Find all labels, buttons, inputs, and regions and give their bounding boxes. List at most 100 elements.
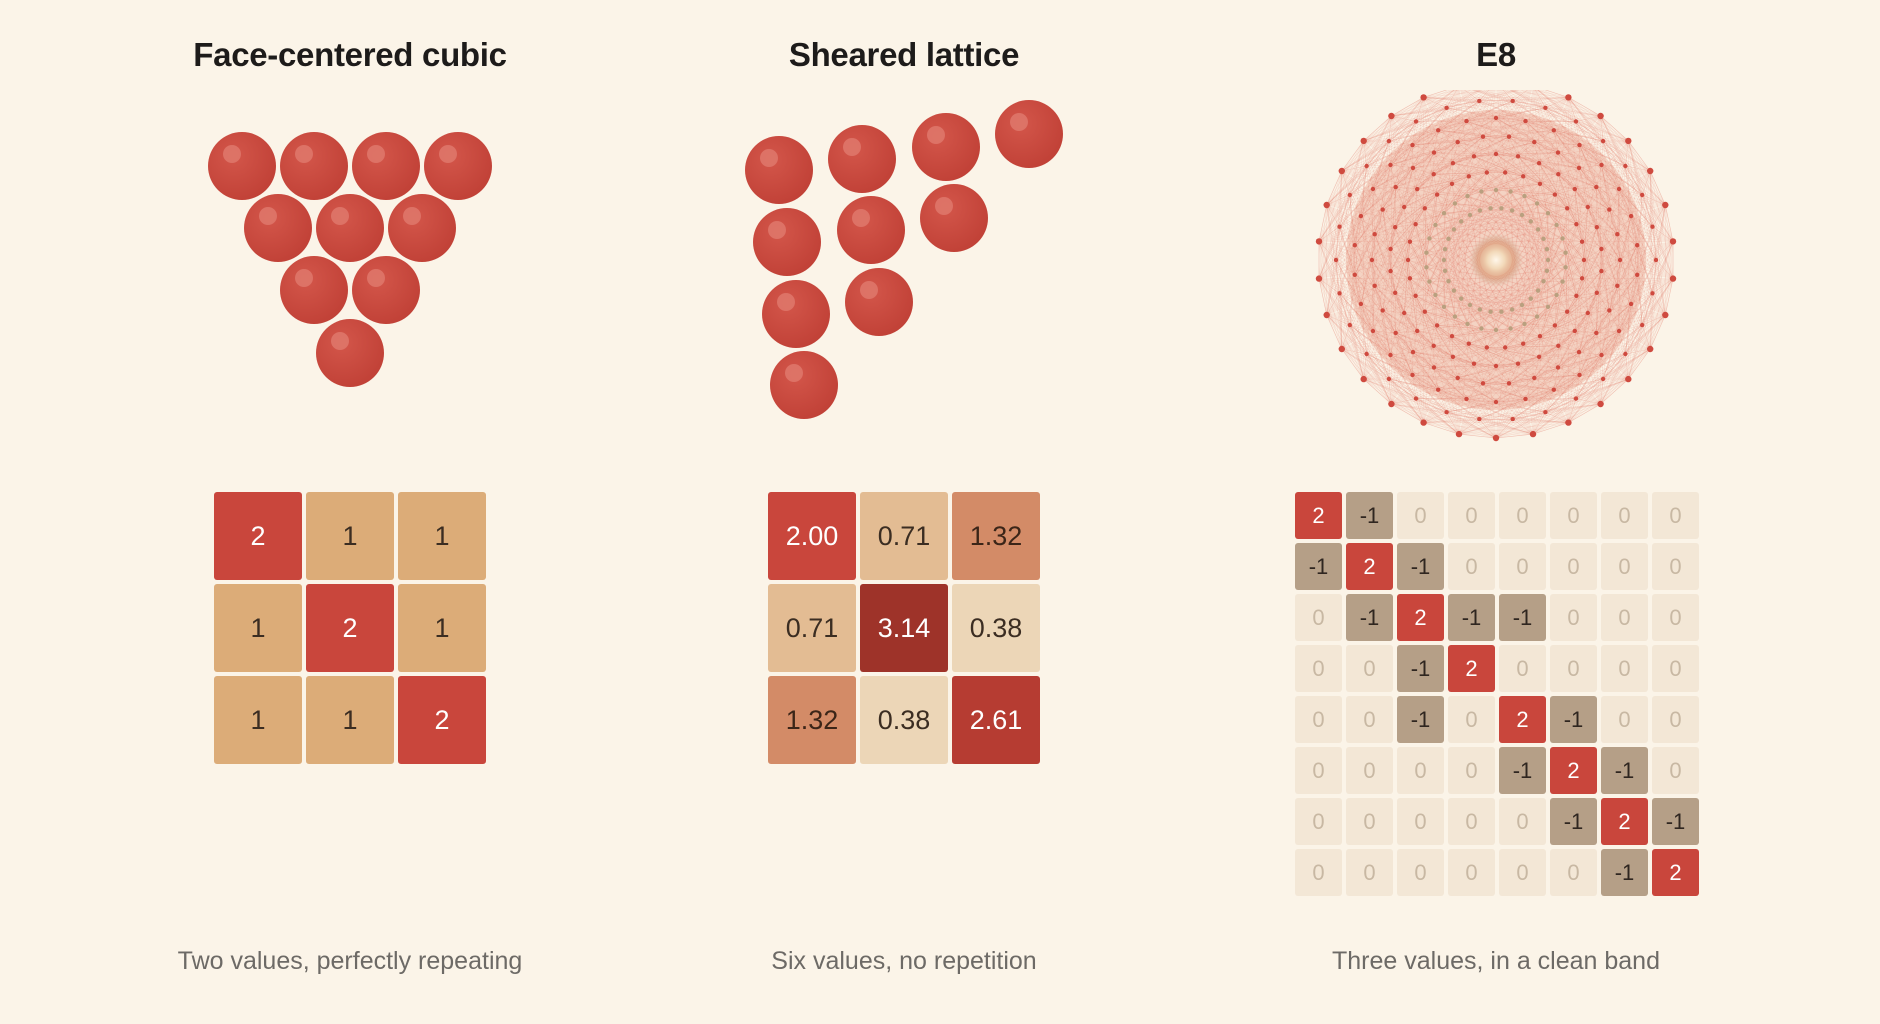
e8-vertex	[1493, 399, 1499, 405]
matrix-cell: 0	[1346, 798, 1393, 845]
e8-vertex	[1599, 352, 1604, 358]
matrix-cell: 0	[1499, 849, 1546, 896]
e8-vertex	[1388, 162, 1393, 168]
matrix-cell: 0.38	[952, 584, 1040, 672]
e8-vertex	[1532, 375, 1537, 381]
matrix-cell: 0	[1601, 696, 1648, 743]
e8-vertex	[1455, 139, 1460, 145]
panel-caption: Two values, perfectly repeating	[177, 947, 523, 975]
e8-vertex	[1640, 192, 1645, 198]
e8-vertex	[1577, 372, 1582, 378]
sphere	[828, 125, 896, 193]
matrix-cell: 0	[1652, 696, 1699, 743]
e8-vertex	[1669, 275, 1677, 282]
e8-vertex	[1510, 416, 1515, 422]
e8-vertex	[1360, 375, 1367, 383]
matrix-cell: 0	[1346, 849, 1393, 896]
e8-vertex	[1576, 349, 1582, 355]
e8-vertex	[1323, 201, 1330, 209]
panel-title: Face-centered cubic	[193, 36, 507, 73]
sphere	[912, 113, 980, 181]
e8-vertex	[1597, 112, 1604, 120]
e8-vertex	[1431, 150, 1437, 155]
matrix-cell: 0	[1397, 798, 1444, 845]
e8-vertex	[1372, 232, 1377, 237]
matrix-cell: -1	[1346, 492, 1393, 539]
e8-vertex	[1393, 330, 1398, 336]
e8-vertex	[1420, 94, 1427, 101]
e8-vertex	[1338, 167, 1345, 175]
e8-vertex	[1455, 375, 1460, 381]
e8-vertex	[1444, 105, 1449, 110]
matrix-cell: -1	[1550, 798, 1597, 845]
matrix-cell: 0	[1652, 543, 1699, 590]
matrix-cell: -1	[1295, 543, 1342, 590]
e8-vertex	[1543, 410, 1548, 415]
matrix-cell: 0	[1346, 696, 1393, 743]
e8-vertex	[1464, 118, 1469, 124]
matrix-cell: -1	[1499, 594, 1546, 641]
matrix-cell: 0	[1550, 594, 1597, 641]
matrix-cell: 2	[1550, 747, 1597, 794]
matrix-cell: 2.00	[768, 492, 856, 580]
e8-vertex	[1555, 150, 1561, 155]
matrix-cell: 1.32	[952, 492, 1040, 580]
e8-vertex	[1323, 311, 1330, 319]
e8-vertex	[1370, 328, 1376, 334]
e8-vertex	[1364, 163, 1369, 169]
e8-vertex	[1625, 375, 1632, 383]
matrix-cell: 0.71	[860, 492, 948, 580]
e8-vertex	[1635, 243, 1640, 248]
sphere	[995, 100, 1063, 168]
matrix-cell: -1	[1601, 849, 1648, 896]
matrix-cell: 1.32	[768, 676, 856, 764]
e8-vertex	[1551, 128, 1556, 133]
matrix-cell: 0	[1295, 696, 1342, 743]
e8-vertex	[1420, 419, 1427, 426]
e8-vertex	[1388, 352, 1393, 358]
matrix-cell: 1	[398, 492, 486, 580]
e8-vertex	[1616, 328, 1622, 334]
e8-vertex	[1600, 376, 1606, 382]
matrix-cell: 2.61	[952, 676, 1040, 764]
matrix-cell: 0	[1448, 696, 1495, 743]
sphere	[280, 132, 348, 200]
matrix-cell: -1	[1550, 696, 1597, 743]
e8-vertex	[1607, 207, 1612, 212]
e8-vertex	[1358, 301, 1364, 307]
matrix-cell: 0	[1397, 492, 1444, 539]
matrix-cell: 0	[1397, 747, 1444, 794]
sphere	[753, 208, 821, 276]
e8-vertex	[1436, 387, 1441, 392]
matrix-cell: 2	[398, 676, 486, 764]
matrix-cell: 0	[1448, 747, 1495, 794]
panel-caption: Three values, in a clean band	[1332, 947, 1660, 975]
matrix-cell: -1	[1448, 594, 1495, 641]
matrix-cell: 0	[1295, 798, 1342, 845]
e8-vertex	[1565, 419, 1572, 426]
matrix-cell: 2	[1499, 696, 1546, 743]
matrix-cell: 0	[1346, 747, 1393, 794]
e8-vertex	[1338, 345, 1345, 353]
e8-vertex	[1532, 139, 1537, 145]
matrix-cell: 2	[1295, 492, 1342, 539]
matrix-cell: 0	[1550, 645, 1597, 692]
e8-vertex	[1506, 134, 1512, 139]
sphere	[388, 194, 456, 262]
e8-vertex	[1543, 105, 1548, 110]
matrix-cell: 0	[1448, 492, 1495, 539]
matrix-cell: 1	[398, 584, 486, 672]
panel-sheared-lattice: Sheared lattice 2.00 0.71 1.32 0.71 3.14 0.38…	[604, 0, 1204, 1024]
matrix-cell: 0	[1550, 849, 1597, 896]
e8-vertex	[1315, 238, 1323, 245]
matrix-cell: 0	[1499, 645, 1546, 692]
matrix-cell: 1	[306, 676, 394, 764]
e8-vertex	[1410, 372, 1415, 378]
e8-vertex	[1577, 142, 1582, 148]
matrix-cell: 0	[1346, 645, 1393, 692]
e8-vertex	[1492, 434, 1500, 442]
e8-vertex	[1315, 275, 1323, 282]
e8-vertex	[1615, 232, 1620, 237]
e8-vertex	[1650, 291, 1655, 296]
